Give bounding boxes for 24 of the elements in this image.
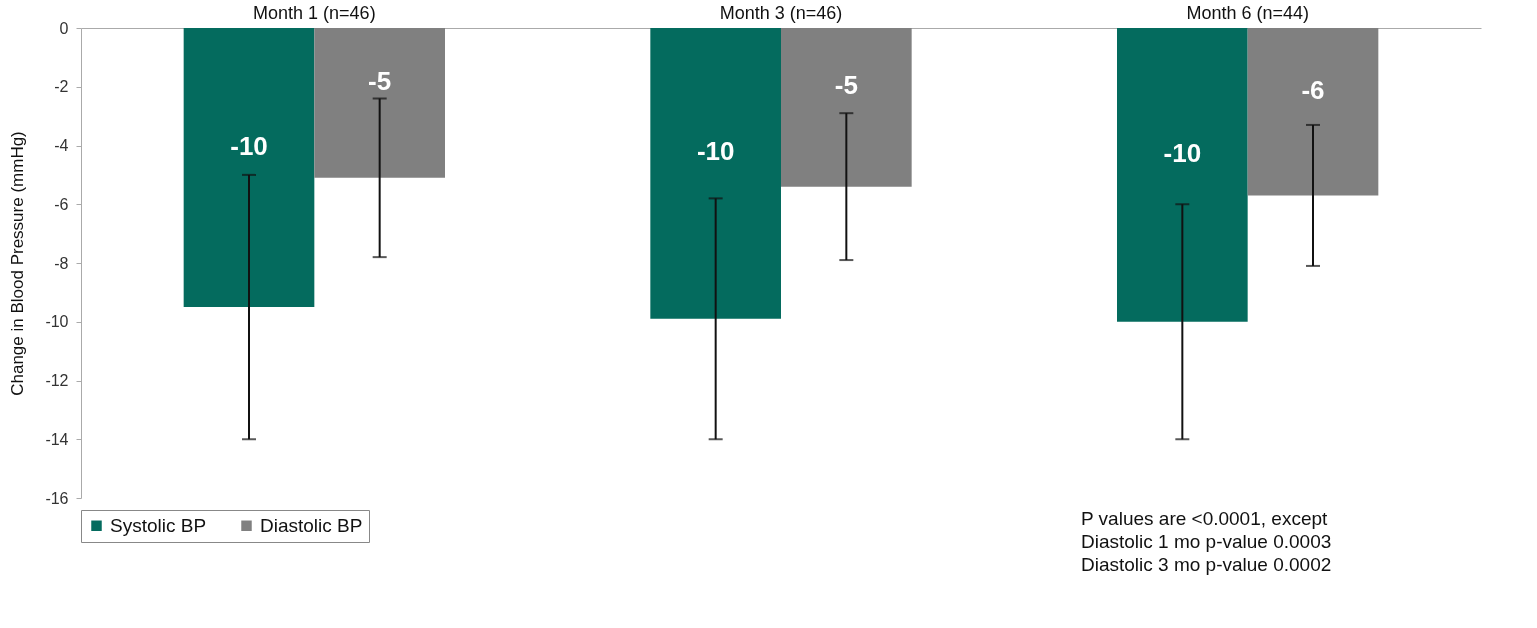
y-tick-label: -14	[45, 430, 69, 448]
text: P values are <0.0001, except	[1081, 508, 1329, 529]
y-tick-label: -2	[54, 78, 69, 96]
y-tick-label: -12	[45, 372, 69, 389]
data-label: -5	[368, 65, 392, 96]
data-label: -10	[230, 130, 268, 161]
y-tick-label: -6	[54, 195, 69, 213]
y-tick-label: -8	[54, 254, 69, 272]
x-tick-label: Month 6 (n=44)	[1186, 2, 1309, 23]
y-tick-label: -16	[45, 489, 69, 507]
data-label: -10	[1163, 137, 1202, 168]
x-tick-label: Month 3 (n=46)	[719, 2, 843, 23]
y-axis-title: Change in Blood Pressure (mmHg)	[8, 131, 28, 396]
legend-label: Systolic BP	[110, 514, 207, 536]
data-label: -10	[696, 136, 735, 167]
x-tick-label: Month 1 (n=46)	[253, 2, 376, 23]
y-tick-label: 0	[59, 19, 69, 37]
text: Diastolic 1 mo p-value 0.0003	[1081, 531, 1332, 552]
y-tick-label: -4	[54, 137, 69, 154]
text: Diastolic 3 mo p-value 0.0002	[1081, 554, 1332, 575]
data-label: -6	[1301, 74, 1325, 105]
data-label: -5	[834, 70, 858, 101]
y-tick-label: -10	[45, 313, 69, 331]
legend-label: Diastolic BP	[260, 514, 363, 536]
